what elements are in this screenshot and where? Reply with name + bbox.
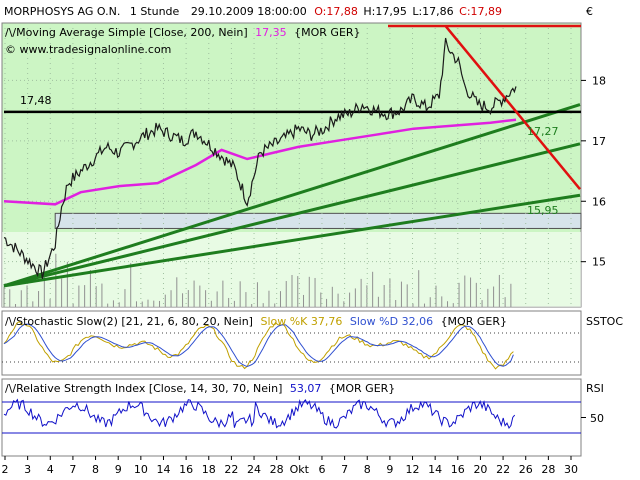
- date-tick-label-5: 9: [115, 463, 122, 476]
- close-value: C:17,89: [459, 5, 502, 18]
- rsi-source: {MOR GER}: [329, 382, 395, 395]
- rsi-value: 53,07: [290, 382, 322, 395]
- date-tick-label-16: 8: [364, 463, 371, 476]
- low-value: L:17,86: [412, 5, 453, 18]
- date-tick-label-24: 28: [541, 463, 555, 476]
- copyright-icon: ©: [5, 43, 20, 56]
- date-tick-label-19: 14: [428, 463, 442, 476]
- rsi-tick-50: 50: [590, 412, 604, 425]
- rsi-axis-label: RSI: [586, 382, 604, 395]
- watermark: © www.tradesignalonline.com: [5, 43, 171, 56]
- ma-wave-icon: /\/: [5, 26, 16, 39]
- volume-bars: [3, 253, 512, 307]
- stoch-axis-label: SSTOC: [586, 315, 623, 328]
- currency-label: €: [586, 5, 593, 18]
- annot-17-27: 17,27: [527, 125, 559, 138]
- date-tick-label-18: 12: [406, 463, 420, 476]
- date-tick-label-21: 20: [473, 463, 487, 476]
- rsi-line: [3, 398, 516, 429]
- stoch-k-label: Slow %K 37,76: [260, 315, 342, 328]
- date-tick-label-11: 24: [247, 463, 261, 476]
- green-trendline-1: [3, 142, 581, 288]
- stoch-label-text: Stochastic Slow(2) [21, 21, 6, 80, 20, N…: [16, 315, 253, 328]
- watermark-text: www.tradesignalonline.com: [20, 43, 172, 56]
- date-tick-label-6: 10: [134, 463, 148, 476]
- date-tick-label-3: 7: [69, 463, 76, 476]
- ma-indicator-label: /\/Moving Average Simple [Close, 200, Ne…: [5, 26, 361, 39]
- date-tick-label-13: Okt: [290, 463, 310, 476]
- red-trendline: [444, 25, 581, 190]
- open-value: O:17,88: [314, 5, 358, 18]
- date-tick-label-17: 9: [386, 463, 393, 476]
- date-tick-label-22: 22: [496, 463, 510, 476]
- ma-value: 17,35: [255, 26, 287, 39]
- ma-source: {MOR GER}: [294, 26, 360, 39]
- stoch-k-line: [3, 320, 514, 370]
- symbol: MORPHOSYS AG O.N.: [4, 5, 120, 18]
- price-tick-label-18: 18: [592, 74, 606, 87]
- date-tick-label-1: 3: [24, 463, 31, 476]
- interval: 1 Stunde: [130, 5, 180, 18]
- stoch-source: {MOR GER}: [441, 315, 507, 328]
- date-tick-label-4: 8: [92, 463, 99, 476]
- price-tick-label-17: 17: [592, 135, 606, 148]
- moving-average-line: [3, 118, 517, 206]
- date-tick-label-7: 14: [156, 463, 170, 476]
- date-tick-label-10: 22: [224, 463, 238, 476]
- green-trendline-2: [3, 193, 581, 288]
- stoch-d-label: Slow %D 32,06: [350, 315, 433, 328]
- date-tick-label-2: 4: [47, 463, 54, 476]
- ma-label-text: Moving Average Simple [Close, 200, Nein]: [16, 26, 248, 39]
- price-axis: 18 17 16 15: [581, 74, 606, 269]
- date-tick-label-0: 2: [2, 463, 9, 476]
- date-tick-label-8: 16: [179, 463, 193, 476]
- price-tick-label-16: 16: [592, 195, 606, 208]
- rsi-label-text: Relative Strength Index [Close, 14, 30, …: [16, 382, 282, 395]
- date-tick-label-9: 18: [202, 463, 216, 476]
- date-tick-label-15: 7: [341, 463, 348, 476]
- stochastic-panel: [1, 310, 582, 376]
- stoch-d-line: [3, 323, 514, 368]
- rsi-wave-icon: /\/: [5, 382, 16, 395]
- green-trendline-0: [3, 103, 581, 288]
- symbol-title: MORPHOSYS AG O.N. 1 Stunde 29.10.2009 18…: [4, 5, 502, 18]
- date-tick-label-23: 26: [519, 463, 533, 476]
- level-label: 17,48: [20, 94, 52, 107]
- annot-15-95: 15,95: [527, 204, 559, 217]
- date-axis: 2 3 4 7 8 9 10 14 16 18 22 24 28 Okt 6 7 8 9 12 14 16 20 22 26 2…: [2, 417, 586, 476]
- support-zone: [54, 212, 582, 229]
- stochastic-label: /\/Stochastic Slow(2) [21, 21, 6, 80, 20…: [5, 315, 507, 328]
- date-tick-label-14: 6: [318, 463, 325, 476]
- high-value: H:17,95: [363, 5, 406, 18]
- date-tick-label-25: 30: [564, 463, 578, 476]
- price-series: [3, 37, 517, 279]
- stoch-wave-icon: /\/: [5, 315, 16, 328]
- date-tick-label-12: 28: [270, 463, 284, 476]
- rsi-label: /\/Relative Strength Index [Close, 14, 3…: [5, 382, 395, 395]
- date-tick-label-20: 16: [451, 463, 465, 476]
- grid: [4, 23, 581, 307]
- datetime: 29.10.2009 18:00:00: [191, 5, 307, 18]
- green-trendlines: [3, 103, 581, 288]
- price-tick-label-15: 15: [592, 256, 606, 269]
